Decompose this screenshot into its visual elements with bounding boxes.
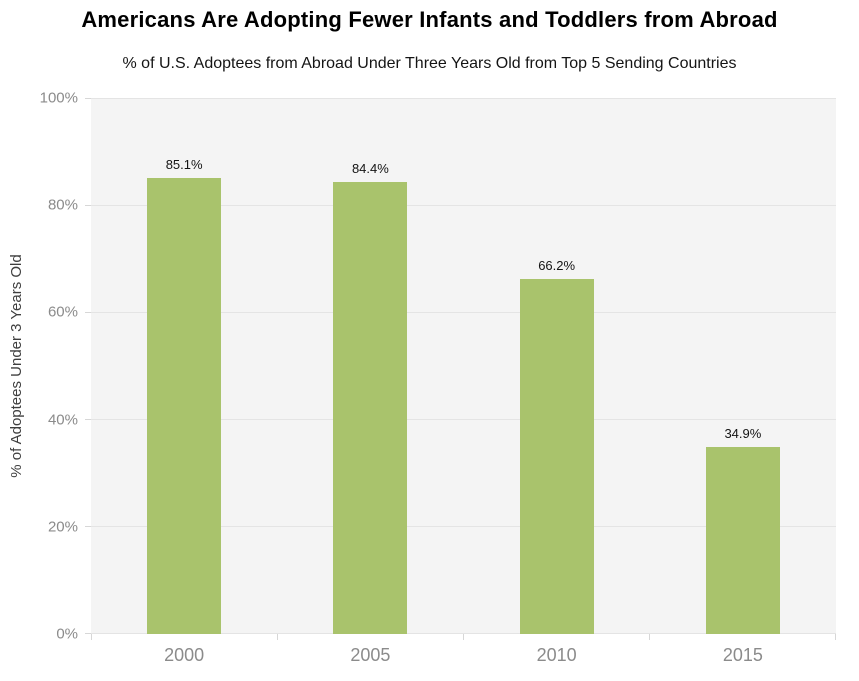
x-tick-label-2015: 2015 — [722, 645, 763, 665]
gridline-40 — [91, 419, 836, 421]
plot-area: 85.1% 84.4% 66.2% 34.9% — [91, 98, 836, 634]
y-axis: 0% 20% 40% 60% 80% 100% — [0, 90, 91, 643]
bar-2000[interactable] — [147, 177, 222, 634]
x-axis: 2000 2005 2010 2015 — [91, 634, 836, 681]
x-tick-label-2010: 2010 — [536, 645, 577, 665]
chart-title: Americans Are Adopting Fewer Infants and… — [81, 7, 778, 32]
y-tick-mark — [85, 526, 91, 528]
bar-value-label: 85.1% — [165, 156, 203, 172]
y-tick-label: 40% — [47, 411, 78, 429]
bar-value-label: 66.2% — [538, 258, 576, 274]
y-tick-label: 80% — [47, 196, 78, 214]
y-tick-label: 100% — [39, 89, 78, 107]
y-tick-label: 0% — [56, 625, 78, 643]
x-boundary-tick — [835, 634, 836, 640]
x-boundary-tick — [463, 634, 464, 640]
y-tick-mark — [85, 633, 91, 634]
bar-value-label: 34.9% — [724, 425, 762, 441]
x-boundary-tick — [91, 634, 92, 640]
y-tick-mark — [85, 204, 91, 206]
bar-2005[interactable] — [333, 181, 408, 634]
chart-subtitle: % of U.S. Adoptees from Abroad Under Thr… — [122, 55, 737, 72]
y-tick-label: 60% — [47, 303, 78, 321]
x-boundary-tick — [276, 634, 278, 640]
y-tick-mark — [85, 311, 91, 313]
gridline-100 — [91, 98, 836, 99]
x-tick-label-2005: 2005 — [350, 645, 391, 665]
gridline-80 — [91, 204, 836, 206]
bar-2010[interactable] — [519, 279, 594, 634]
y-tick-mark — [85, 98, 91, 99]
bar-value-label: 84.4% — [351, 160, 389, 176]
bar-2015[interactable] — [705, 446, 780, 634]
x-tick-label-2000: 2000 — [164, 645, 205, 665]
x-boundary-tick — [649, 634, 651, 640]
y-tick-mark — [85, 419, 91, 421]
y-tick-label: 20% — [47, 518, 78, 536]
gridline-0 — [91, 633, 836, 634]
gridline-20 — [91, 526, 836, 528]
gridline-60 — [91, 311, 836, 313]
